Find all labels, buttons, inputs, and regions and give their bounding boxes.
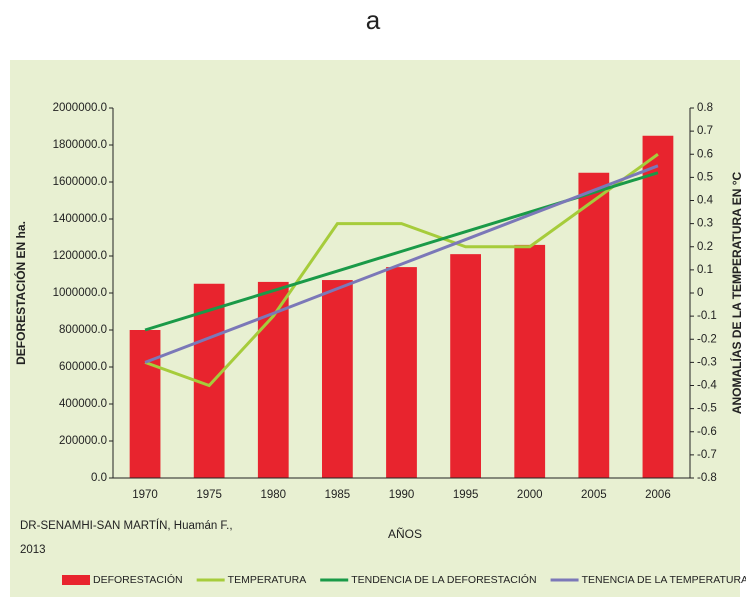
y2-tick-label: -0.4 (697, 380, 717, 392)
y2-tick-label: 0.3 (697, 218, 713, 230)
x-tick-label: 1980 (260, 489, 286, 501)
bar (578, 172, 610, 478)
y-tick-label: 1400000.0 (53, 213, 107, 225)
y2-tick-label: 0 (697, 287, 703, 299)
y2-tick-label: -0.2 (697, 333, 717, 345)
x-tick-label: 2000 (517, 489, 543, 501)
y-axis-label: DEFORESTACIÓN EN ha. (13, 221, 28, 365)
y2-tick-label: -0.6 (697, 426, 717, 438)
bar (642, 135, 674, 478)
y2-tick-label: 0.6 (697, 148, 713, 160)
y-tick-label: 800000.0 (59, 324, 107, 336)
legend-label: TENENCIA DE LA TEMPERATURA (582, 574, 746, 586)
y2-tick-label: -0.1 (697, 310, 717, 322)
y-tick-label: 1000000.0 (53, 287, 107, 299)
y2-tick-label: -0.3 (697, 356, 717, 368)
y2-tick-label: 0.1 (697, 264, 713, 276)
y-tick-label: 1800000.0 (53, 139, 107, 151)
x-tick-label: 2006 (645, 489, 671, 501)
x-tick-label: 1990 (389, 489, 415, 501)
line (144, 164, 659, 364)
y2-tick-label: -0.5 (697, 403, 717, 415)
y2-tick-label: -0.8 (697, 472, 717, 484)
x-tick-label: 1970 (132, 489, 158, 501)
y2-tick-label: 0.5 (697, 171, 713, 183)
source: 2013 (20, 544, 46, 556)
legend-swatch (62, 575, 90, 585)
x-axis-label: AÑOS (388, 527, 422, 541)
y2-tick-label: 0.7 (697, 125, 713, 137)
y-tick-label: 400000.0 (59, 398, 107, 410)
source: DR-SENAMHI-SAN MARTÍN, Huamán F., (20, 519, 233, 532)
legend-label: TENDENCIA DE LA DEFORESTACIÓN (351, 573, 536, 586)
x-tick-label: 1985 (325, 489, 351, 501)
bar (450, 254, 481, 478)
y-tick-label: 1200000.0 (53, 250, 107, 262)
bar (514, 244, 546, 478)
x-tick-label: 1975 (196, 489, 222, 501)
x-tick-label: 1995 (453, 489, 479, 501)
x-tick-label: 2005 (581, 489, 607, 501)
y2-axis-label: ANOMALÍAS DE LA TEMPERATURA EN °C (729, 171, 744, 414)
y-tick-label: 1600000.0 (53, 176, 107, 188)
bar (257, 281, 289, 478)
legend-label: DEFORESTACIÓN (93, 573, 183, 586)
y-tick-label: 2000000.0 (53, 102, 107, 114)
y2-tick-label: 0.2 (697, 241, 713, 253)
chart-title: a (366, 5, 381, 35)
bar (386, 267, 417, 478)
y-tick-label: 200000.0 (59, 435, 107, 447)
y2-tick-label: 0.8 (697, 102, 713, 114)
y-tick-label: 600000.0 (59, 361, 107, 373)
panel (10, 60, 740, 597)
y2-tick-label: -0.7 (697, 449, 717, 461)
bar (322, 280, 353, 478)
legend-label: TEMPERATURA (228, 574, 307, 586)
bar (129, 330, 161, 478)
y-tick-label: 0.0 (91, 472, 107, 484)
y2-tick-label: 0.4 (697, 195, 714, 207)
line (144, 153, 659, 388)
